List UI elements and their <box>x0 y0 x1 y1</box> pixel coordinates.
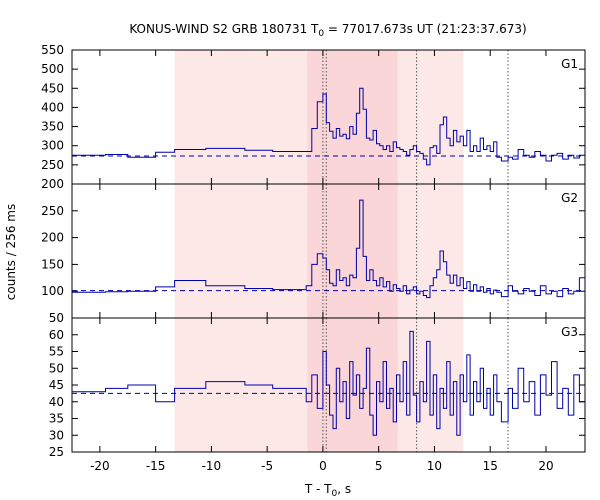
y-tick-label: 500 <box>41 62 64 76</box>
y-tick-label: 200 <box>41 231 64 245</box>
y-tick-label: 250 <box>41 158 64 172</box>
y-axis-label: counts / 256 ms <box>4 204 18 300</box>
y-tick-label: 25 <box>49 445 64 459</box>
x-tick-label: -20 <box>90 459 110 473</box>
y-tick-label: 35 <box>49 412 64 426</box>
y-tick-label: 550 <box>41 43 64 57</box>
x-tick-label: -5 <box>261 459 273 473</box>
panel-label-g1: G1 <box>561 57 578 71</box>
y-tick-label: 250 <box>41 204 64 218</box>
y-tick-label: 100 <box>41 284 64 298</box>
x-tick-label: 20 <box>538 459 553 473</box>
x-label-subscript: 0 <box>332 489 338 499</box>
y-tick-label: 40 <box>49 395 64 409</box>
y-tick-label: 50 <box>49 311 64 325</box>
y-tick-label: 350 <box>41 120 64 134</box>
light-curve-g1 <box>72 87 585 166</box>
y-tick-label: 150 <box>41 257 64 271</box>
x-axis-label: T - T0, s <box>304 482 351 499</box>
shaded-region-dark <box>307 50 398 452</box>
x-tick-label: 10 <box>427 459 442 473</box>
panel-label-g2: G2 <box>561 191 578 205</box>
y-tick-label: 450 <box>41 81 64 95</box>
y-tick-label: 50 <box>49 361 64 375</box>
x-tick-label: 5 <box>375 459 383 473</box>
y-tick-label: 60 <box>49 328 64 342</box>
y-tick-label: 55 <box>49 345 64 359</box>
y-tick-label: 30 <box>49 428 64 442</box>
panel-label-g3: G3 <box>561 325 578 339</box>
chart-title: KONUS-WIND S2 GRB 180731 T0 = 77017.673s… <box>129 22 526 39</box>
x-tick-label: -15 <box>146 459 166 473</box>
y-tick-label: 300 <box>41 139 64 153</box>
light-curve-g3 <box>72 330 585 436</box>
y-tick-label: 200 <box>41 177 64 191</box>
title-subscript: 0 <box>318 29 324 39</box>
y-tick-label: 400 <box>41 100 64 114</box>
x-tick-label: 15 <box>483 459 498 473</box>
y-tick-label: 45 <box>49 378 64 392</box>
panels-group: 200250300350400450500550G150100150200250… <box>41 43 586 473</box>
x-tick-label: -10 <box>202 459 222 473</box>
x-tick-label: 0 <box>319 459 327 473</box>
light-curve-g2 <box>72 199 585 299</box>
